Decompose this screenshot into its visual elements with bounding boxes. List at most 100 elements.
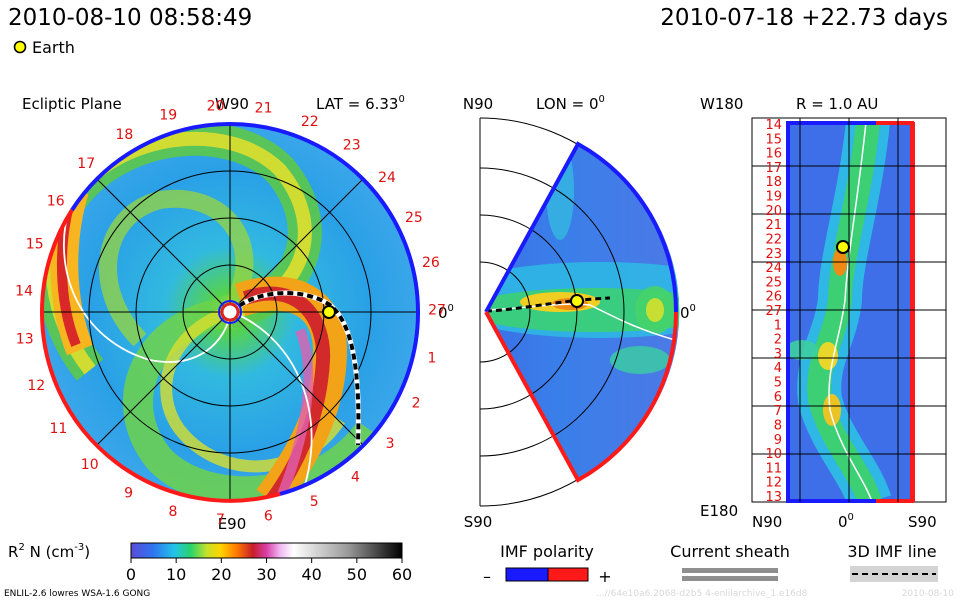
earth-marker-ecliptic [322,305,336,319]
imf-positive-swatch [547,567,589,582]
current-sheath-swatch [682,568,778,573]
colorbar: R2 N (cm-3) 0 10 20 30 40 50 60 [8,542,412,584]
radial-y-label: 5 [774,376,782,391]
radial-y-label: 27 [765,304,782,319]
radial-y-label: 11 [765,461,782,476]
rotation-label: 5 [310,494,319,510]
rotation-label: 22 [301,114,319,130]
colorbar-tick-label: 30 [256,565,276,584]
rotation-label: 16 [47,193,65,209]
lon-label: LON = 00 [536,94,605,113]
radial-y-label: 14 [765,118,782,133]
radial-y-label: 18 [765,175,782,190]
rotation-label: 23 [343,138,361,154]
rotation-label: 27 [428,303,446,319]
radial-y-label: 13 [765,490,782,505]
radial-y-label: 24 [765,261,782,276]
meridional-zero-label: 00 [680,303,696,322]
radial-y-label: 17 [765,161,782,176]
rotation-label: 13 [16,331,34,347]
ecliptic-panel: Ecliptic Plane LAT = 6.330 W90 E90 00 [15,94,454,533]
radial-y-label: 20 [765,204,782,219]
radial-y-label: 7 [774,404,782,419]
rotation-label: 15 [26,237,44,253]
rotation-label: 7 [216,512,225,528]
rotation-label: 21 [255,101,273,117]
radial-y-label: 15 [765,132,782,147]
radial-n90-label: N90 [752,513,782,531]
imf-line-title: 3D IMF line [847,542,936,561]
faint-path: ...//64e10a6.2068-d2b5 4-enlilarchive_1.… [596,589,808,599]
colorbar-tick-label: 0 [126,565,136,584]
current-sheath-legend: Current sheath [670,542,790,581]
colorbar-tick-label: 50 [347,565,367,584]
rotation-label: 6 [264,508,273,524]
radial-y-label: 21 [765,218,782,233]
r-label: R = 1.0 AU [796,95,878,113]
radial-y-label: 12 [765,476,782,491]
rotation-label: 26 [422,255,440,271]
radial-s90-label: S90 [908,513,937,531]
s90-label: S90 [464,513,493,531]
radial-y-label: 3 [774,347,782,362]
faint-date: 2010-08-10 [902,589,955,599]
colorbar-gradient [130,542,403,559]
imf-polarity-legend: IMF polarity – + [483,542,612,586]
radial-y-label: 9 [774,433,782,448]
colorbar-tick-label: 20 [211,565,231,584]
earth-legend-label: Earth [32,38,75,57]
rotation-label: 24 [378,170,396,186]
model-footer: ENLIL-2.6 lowres WSA-1.6 GONG [4,589,150,599]
radial-y-label: 22 [765,233,782,248]
e180-label: E180 [700,502,738,520]
colorbar-tick-label: 40 [301,565,321,584]
reference-date: 2010-07-18 +22.73 days [660,5,948,31]
meridional-panel: N90 LON = 00 S90 00 [463,94,696,531]
earth-marker-meridional [570,294,584,308]
rotation-label: 10 [81,457,99,473]
radial-y-label: 4 [774,361,782,376]
current-sheath-title: Current sheath [670,542,790,561]
rotation-label: 12 [27,378,45,394]
imf-line-legend: 3D IMF line [847,542,938,582]
radial-panel: W180 R = 1.0 AU E180 N90 00 S90 [700,95,947,531]
rotation-label: 14 [15,283,33,299]
rotation-label: 25 [405,210,423,226]
earth-legend-icon [13,40,27,54]
radial-y-label: 10 [765,447,782,462]
rotation-label: 20 [207,99,225,115]
colorbar-tick-label: 10 [166,565,186,584]
rotation-label: 8 [168,504,177,520]
w90-label: W90 [215,95,249,113]
radial-y-label: 16 [765,147,782,162]
imf-polarity-title: IMF polarity [500,542,594,561]
lat-label: LAT = 6.330 [316,94,405,113]
n90-label: N90 [463,95,493,113]
ecliptic-zero-label: 00 [438,303,454,322]
radial-y-label: 1 [774,318,782,333]
colorbar-tick-label: 60 [392,565,412,584]
rotation-label: 18 [115,127,133,143]
colorbar-label: R2 N (cm-3) [8,542,90,561]
radial-y-labels: 1415161718192021222324252627123456789101… [765,118,782,505]
ecliptic-title: Ecliptic Plane [22,95,122,113]
radial-y-label: 6 [774,390,782,405]
rotation-label: 2 [412,396,421,412]
earth-marker-radial [836,240,850,254]
e90-label: E90 [218,515,247,533]
rotation-label: 4 [351,470,360,486]
imf-minus: – [483,567,491,586]
rotation-label: 1 [428,350,437,366]
rotation-label: 19 [159,107,177,123]
timestamp: 2010-08-10 08:58:49 [8,5,252,31]
radial-zero-label: 00 [838,512,854,531]
radial-y-label: 8 [774,419,782,434]
imf-plus: + [598,567,611,586]
radial-y-label: 25 [765,275,782,290]
ecliptic-polarity-ring-neg [229,122,421,496]
w180-label: W180 [700,95,743,113]
radial-y-label: 2 [774,333,782,348]
rotation-label: 11 [49,421,67,437]
